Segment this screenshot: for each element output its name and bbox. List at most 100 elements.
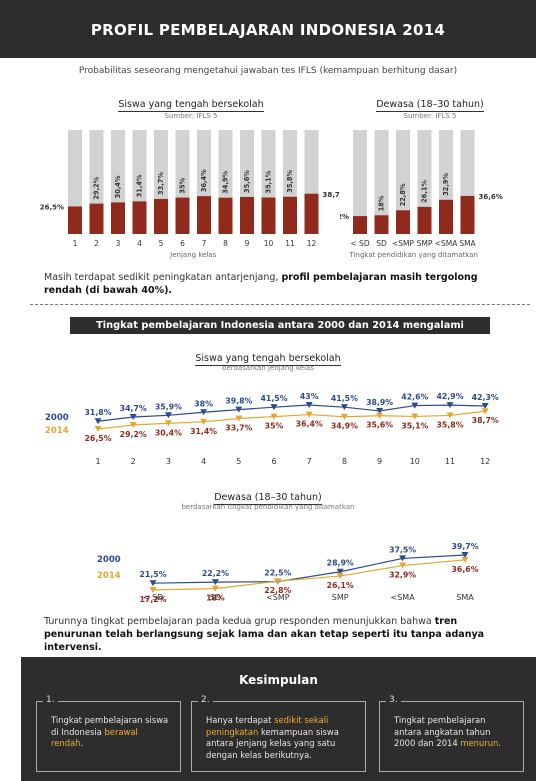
conclusion-item-1-pre: Tingkat pembelajaran siswa di Indonesia: [51, 715, 169, 737]
students-label-2014: 30,4%: [155, 428, 182, 437]
students-data-label: 26,5%: [40, 203, 64, 211]
adults-label-2014: 18%: [206, 594, 225, 603]
students-point-2014: [129, 422, 137, 429]
conclusion-item-1-highlight: berawal rendah: [51, 726, 138, 749]
students-data-label: 30,4%: [114, 175, 122, 198]
adults-bar: [417, 206, 432, 234]
students-tick-label: 8: [342, 457, 347, 466]
adults-data-label: 18%: [378, 195, 386, 211]
conclusion-item-3-highlight: menurun: [460, 738, 499, 748]
students-point-2000: [446, 402, 454, 409]
note-2-bold: tren penurunan telah berlangsung sejak l…: [44, 616, 485, 653]
adults-bar-bg: [396, 130, 410, 234]
adults-legend-2000: 2000: [97, 555, 121, 565]
adults-tick-label: < SD: [143, 593, 163, 602]
students-tick-label: 12: [307, 239, 317, 248]
bar-chart-adults: < SD 17,2% SD 18% <SMP 22,8% SMP 26,1% <SMA 32,9%…: [340, 130, 503, 259]
students-point-2014: [446, 412, 454, 419]
adults-tick-label: <SMP: [392, 239, 415, 248]
adults-point-2014: [336, 573, 344, 580]
line-chart-2-title: Dewasa (18–30 tahun): [214, 492, 322, 505]
students-bar: [132, 201, 147, 234]
students-label-2000: 38%: [194, 399, 213, 408]
students-tick-label: 5: [159, 239, 164, 248]
students-line-2014: [97, 410, 486, 430]
students-bar: [283, 196, 297, 234]
conclusion-item-2-number: 2.: [198, 695, 213, 705]
bar-chart-1-source: Sumber: IFLS 5: [164, 112, 218, 120]
adults-tick-label: < SD: [350, 239, 369, 248]
students-tick-label: 5: [236, 457, 241, 466]
students-point-2000: [376, 407, 384, 414]
students-label-2000: 35,9%: [155, 402, 182, 411]
note-1-bold: profil pembelajaran masih tergolong rend…: [44, 272, 478, 296]
adults-bar-bg: [353, 130, 367, 234]
line-chart-2-subtitle: berdasarkan tingkat pendidikan yang dita…: [181, 503, 355, 511]
adults-data-label: 32,9%: [442, 173, 450, 196]
adults-point-2000: [399, 555, 407, 562]
students-bar: [197, 196, 211, 234]
students-label-2000: 34,7%: [120, 404, 147, 413]
students-tick-label: 1: [73, 239, 78, 248]
adults-point-2014: [461, 556, 469, 563]
students-point-2014: [164, 420, 172, 427]
conclusion-item-1: 1. Tingkat pembelajaran siswa di Indones…: [36, 695, 181, 772]
students-data-label: 35,6%: [243, 170, 251, 193]
students-bar: [240, 196, 254, 234]
divider: [30, 304, 530, 305]
adults-line-2000: [152, 554, 466, 584]
conclusion-item-2-post: kemampuan siswa antara jenjang kelas yan…: [206, 726, 339, 760]
adults-label-2014: 36,6%: [451, 565, 478, 574]
adults-tick-label: SD: [210, 593, 221, 602]
students-tick-label: 1: [95, 457, 100, 466]
students-point-2014: [340, 413, 348, 420]
students-point-2000: [340, 404, 348, 411]
students-point-2000: [129, 414, 137, 421]
adults-point-2000: [336, 568, 344, 575]
students-tick-label: 11: [285, 239, 295, 248]
students-tick-label: 7: [202, 239, 207, 248]
adults-point-2014: [399, 562, 407, 569]
students-tick-label: 10: [410, 457, 420, 466]
students-label-2014: 35,8%: [436, 420, 463, 429]
line-chart-adults: 21,5% 22,2% 22,5% 28,9% 37,5% 39,7% 17,2% 18% 22…: [97, 542, 479, 604]
students-tick-label: 2: [94, 239, 99, 248]
students-tick-label: 9: [377, 457, 382, 466]
students-tick-label: 3: [166, 457, 171, 466]
students-data-label: 35%: [179, 177, 187, 193]
adults-point-2014: [274, 578, 282, 585]
students-point-2000: [270, 404, 278, 411]
adults-data-label: 22,8%: [399, 183, 407, 206]
students-point-2000: [164, 412, 172, 419]
line-chart-2-heading: Dewasa (18–30 tahun): [0, 485, 536, 505]
students-label-2014: 33,7%: [225, 423, 252, 432]
students-point-2014: [94, 425, 102, 432]
students-point-2014: [481, 408, 489, 415]
students-point-2000: [305, 402, 313, 408]
students-label-2014: 34,9%: [331, 422, 358, 431]
students-data-label: 31,4%: [136, 174, 144, 197]
line-chart-1-heading: Siswa yang tengah bersekolah: [0, 346, 536, 366]
students-bar: [304, 193, 319, 234]
note-1: Masih terdapat sedikit peningkatan antar…: [44, 271, 508, 297]
students-data-label: 35,1%: [265, 170, 273, 193]
conclusion-item-2-highlight: sedikit sekali peningkatan: [206, 715, 329, 737]
students-label-2000: 39,8%: [225, 397, 252, 406]
adults-bar: [374, 215, 389, 234]
adults-label-2000: 39,7%: [451, 542, 478, 551]
conclusion-panel: Kesimpulan 1. Tingkat pembelajaran siswa…: [21, 657, 536, 781]
adults-label-2000: 22,5%: [264, 569, 291, 578]
students-tick-label: 7: [307, 457, 312, 466]
students-point-2014: [411, 413, 419, 420]
students-point-2000: [94, 418, 102, 425]
students-bar: [261, 197, 276, 234]
students-label-2014: 35,6%: [366, 421, 393, 430]
adults-data-label: 36,6%: [479, 193, 503, 201]
adults-point-2014: [211, 585, 219, 592]
adults-tick-label: <SMA: [435, 239, 459, 248]
students-label-2000: 38,9%: [366, 398, 393, 407]
page-title: PROFIL PEMBELAJARAN INDONESIA 2014: [0, 0, 536, 58]
adults-bar: [439, 199, 453, 234]
students-label-2014: 35%: [265, 422, 284, 431]
conclusion-item-3-number: 3.: [386, 695, 401, 705]
